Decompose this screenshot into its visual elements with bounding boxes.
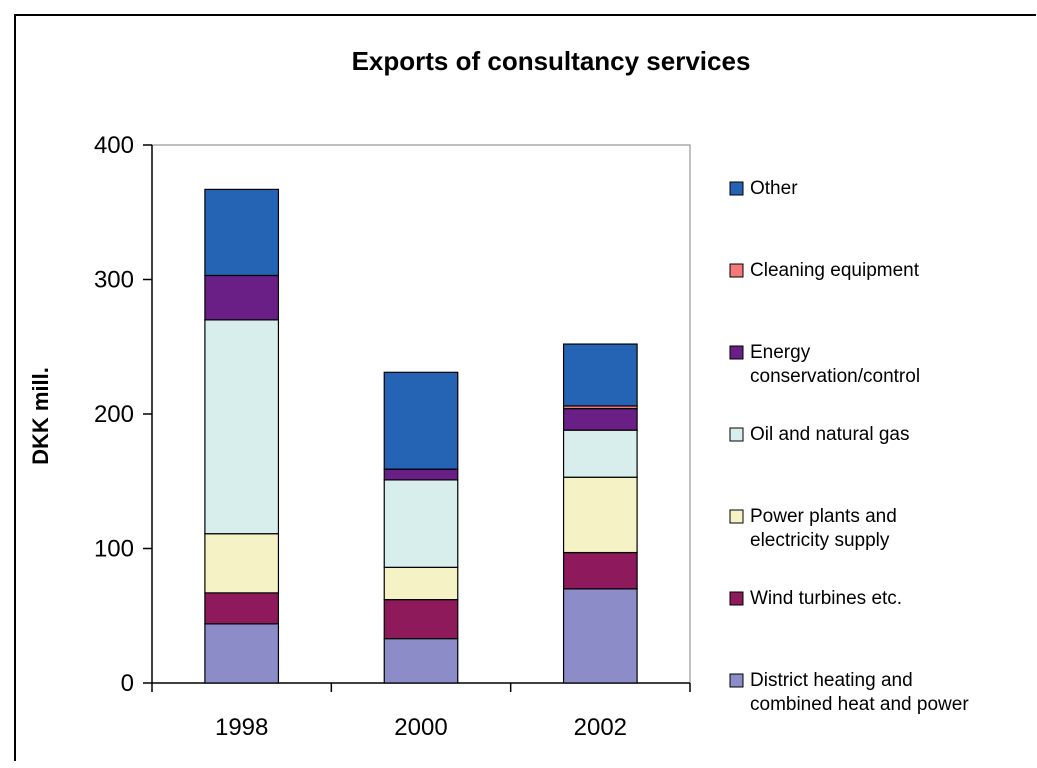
legend-label: District heating and combined heat and po… — [750, 670, 969, 715]
bar-segment — [204, 592, 280, 625]
legend-swatch — [729, 509, 744, 524]
bar-segment — [562, 476, 638, 554]
legend-label: Cleaning equipment — [750, 260, 920, 281]
stacked-bar-chart: Exports of consultancy services DKK mill… — [28, 46, 969, 741]
legend-swatch — [729, 591, 744, 606]
bar-segment — [204, 623, 280, 684]
bar-segment — [204, 274, 280, 321]
bar-segment — [562, 408, 638, 431]
bar-segment — [383, 479, 459, 568]
y-tick-label: 200 — [94, 401, 134, 428]
legend-swatch — [729, 673, 744, 688]
bar-segment — [383, 638, 459, 684]
legend-swatch — [729, 427, 744, 442]
legend-label: Wind turbines etc. — [750, 588, 902, 609]
legend-swatch — [729, 345, 744, 360]
chart-title: Exports of consultancy services — [352, 46, 751, 76]
y-axis-label: DKK mill. — [28, 367, 53, 465]
y-tick-label: 400 — [94, 132, 134, 159]
legend-label: Energy conservation/control — [750, 342, 920, 387]
bar-segment — [562, 588, 638, 684]
bar-segment — [204, 188, 280, 277]
y-tick-label: 100 — [94, 536, 134, 563]
legend-label: Oil and natural gas — [750, 424, 910, 445]
bar-segment — [204, 319, 280, 535]
legend-label: Other — [750, 178, 798, 199]
y-tick-label: 300 — [94, 267, 134, 294]
bar-segment — [562, 551, 638, 590]
x-tick-label: 2002 — [574, 714, 627, 741]
y-tick-label: 0 — [121, 670, 134, 697]
bar-segment — [562, 343, 638, 407]
x-tick-label: 1998 — [215, 714, 268, 741]
x-tick-label: 2000 — [394, 714, 447, 741]
bar-segment — [383, 566, 459, 601]
bar-segment — [383, 468, 459, 481]
legend-swatch — [729, 181, 744, 196]
bar-segment — [383, 371, 459, 470]
bar-segment — [562, 429, 638, 478]
bar-segment — [204, 533, 280, 594]
legend-label: Power plants and electricity supply — [750, 506, 897, 551]
legend-swatch — [729, 263, 744, 278]
chart-frame: Exports of consultancy services DKK mill… — [14, 14, 1036, 761]
bar-segment — [383, 599, 459, 640]
